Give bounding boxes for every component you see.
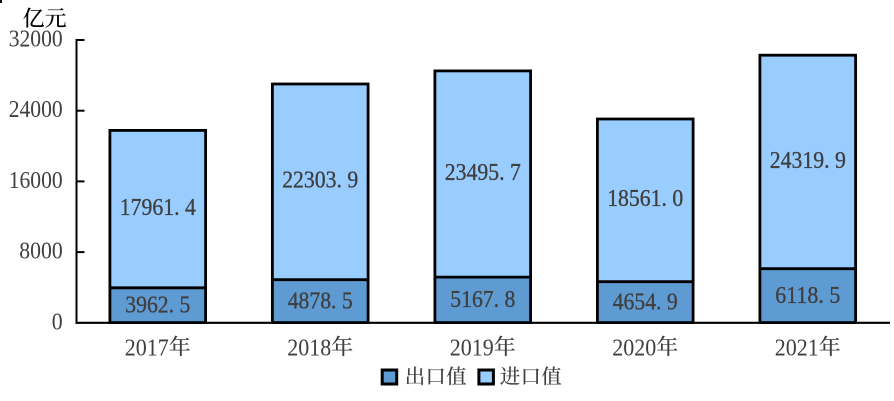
svg-text:23495. 7: 23495. 7 <box>445 160 521 186</box>
svg-text:6118. 5: 6118. 5 <box>775 283 840 309</box>
svg-text:18561. 0: 18561. 0 <box>607 186 683 212</box>
svg-text:16000: 16000 <box>9 168 63 194</box>
svg-text:0: 0 <box>52 309 63 335</box>
svg-text:2017: 2017 <box>125 336 169 362</box>
svg-text:2019: 2019 <box>450 336 494 362</box>
svg-text:8000: 8000 <box>19 239 62 265</box>
svg-text:2021: 2021 <box>775 336 819 362</box>
svg-text:17961. 4: 17961. 4 <box>120 195 196 221</box>
svg-text:4654. 9: 4654. 9 <box>613 289 678 315</box>
svg-text:5167. 8: 5167. 8 <box>450 287 515 313</box>
svg-text:4878. 5: 4878. 5 <box>288 288 353 314</box>
svg-text:24000: 24000 <box>9 97 63 123</box>
svg-text:2020: 2020 <box>612 336 656 362</box>
svg-text:3962. 5: 3962. 5 <box>125 293 190 319</box>
svg-text:22303. 9: 22303. 9 <box>282 168 358 194</box>
svg-text:32000: 32000 <box>9 27 63 53</box>
svg-text:24319. 9: 24319. 9 <box>770 148 846 174</box>
svg-text:2018: 2018 <box>287 336 331 362</box>
